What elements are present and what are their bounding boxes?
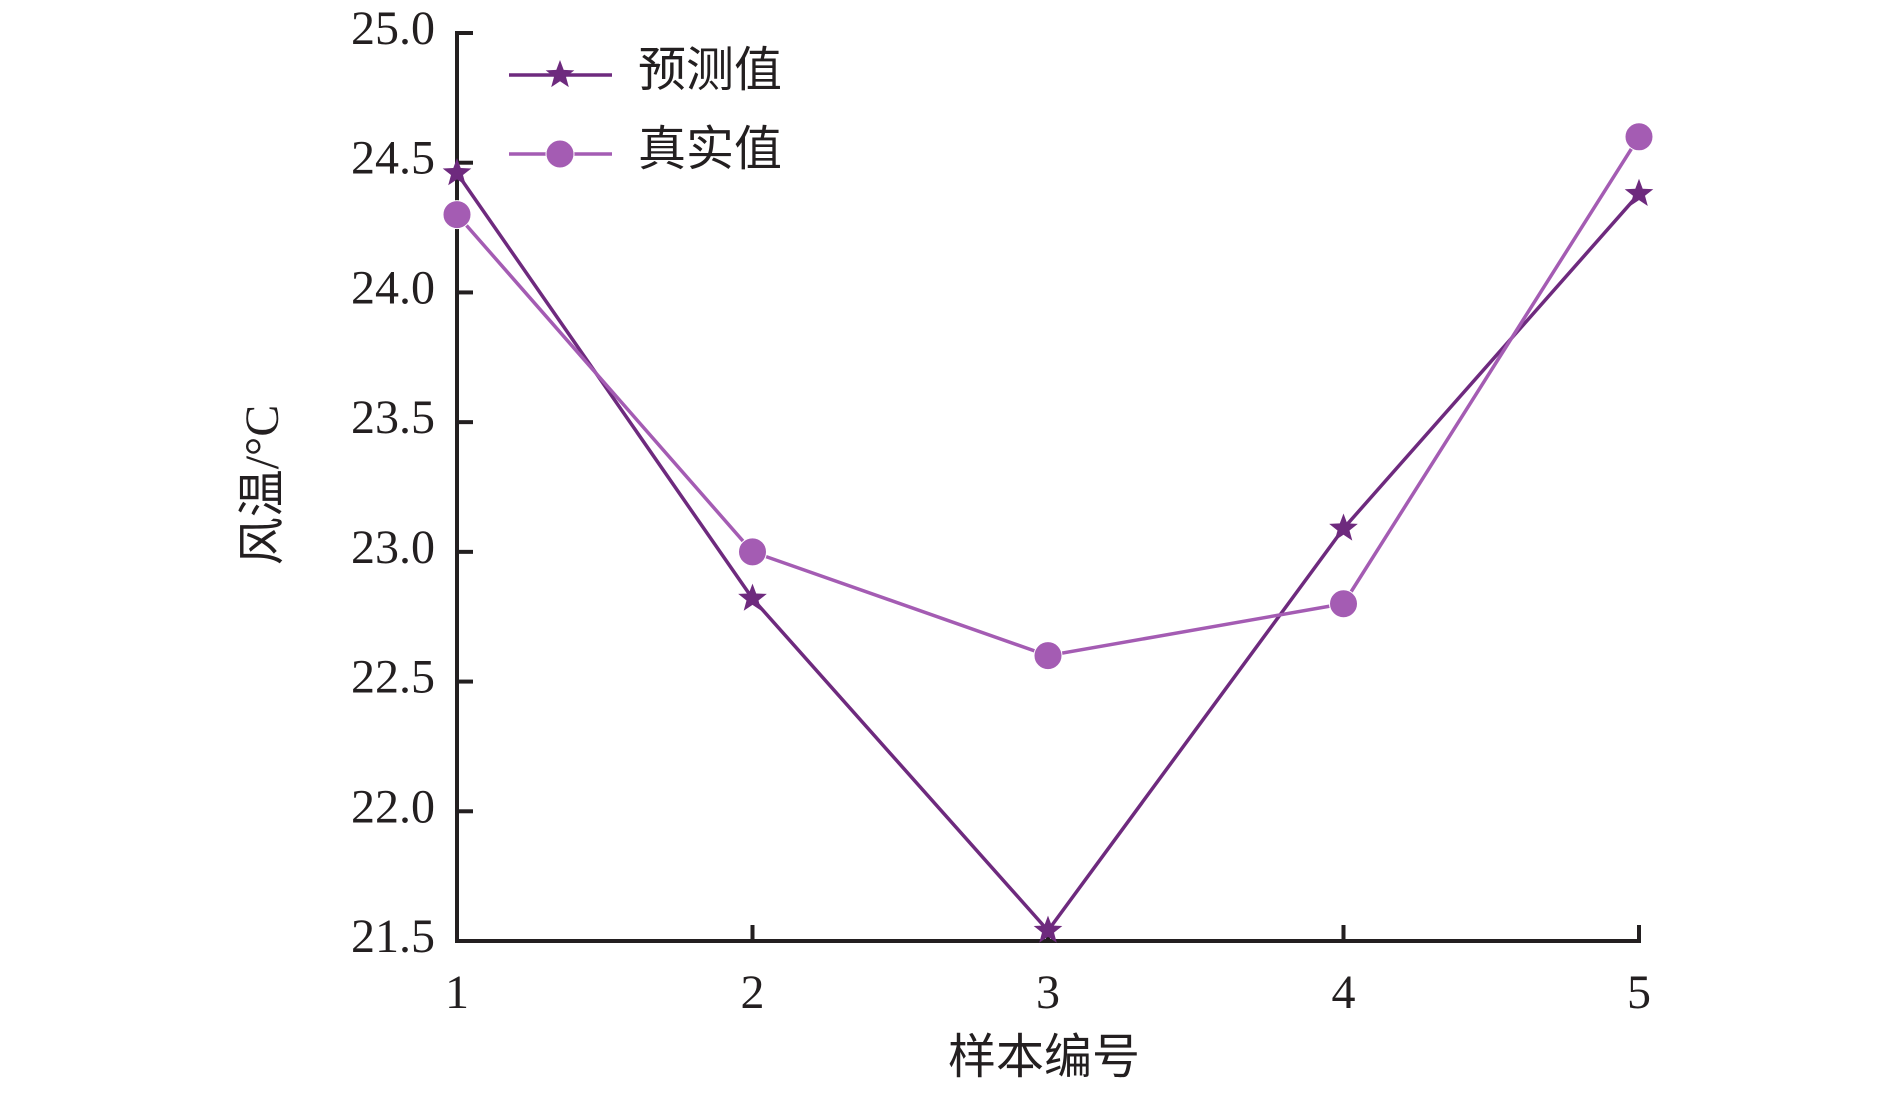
y-tick-label: 23.5 <box>351 391 435 444</box>
x-tick-label: 1 <box>445 966 469 1019</box>
y-tick-label: 23.0 <box>351 521 435 574</box>
y-axis-title: 风温/°C <box>236 405 289 566</box>
x-tick-label: 2 <box>741 966 765 1019</box>
marker <box>1624 122 1654 152</box>
marker <box>442 200 472 230</box>
y-tick-label: 24.5 <box>351 132 435 185</box>
y-tick-label: 22.0 <box>351 780 435 833</box>
x-tick-label: 4 <box>1332 966 1356 1019</box>
legend-label: 真实值 <box>638 123 782 176</box>
x-tick-label: 5 <box>1627 966 1651 1019</box>
marker <box>1624 178 1654 206</box>
marker <box>545 139 575 169</box>
y-tick-label: 22.5 <box>351 651 435 704</box>
legend-label: 预测值 <box>638 44 782 97</box>
x-axis-title: 样本编号 <box>948 1031 1140 1084</box>
series-line <box>455 172 1641 934</box>
marker <box>442 158 472 186</box>
marker <box>1033 915 1063 943</box>
marker <box>1033 641 1063 671</box>
marker <box>738 537 767 567</box>
marker <box>545 60 575 88</box>
marker <box>738 583 767 611</box>
marker <box>1329 589 1358 619</box>
x-tick-label: 3 <box>1036 966 1060 1019</box>
marker <box>1329 513 1358 541</box>
y-tick-label: 25.0 <box>351 2 435 55</box>
y-tick-label: 24.0 <box>351 261 435 314</box>
y-tick-label: 21.5 <box>351 910 435 963</box>
